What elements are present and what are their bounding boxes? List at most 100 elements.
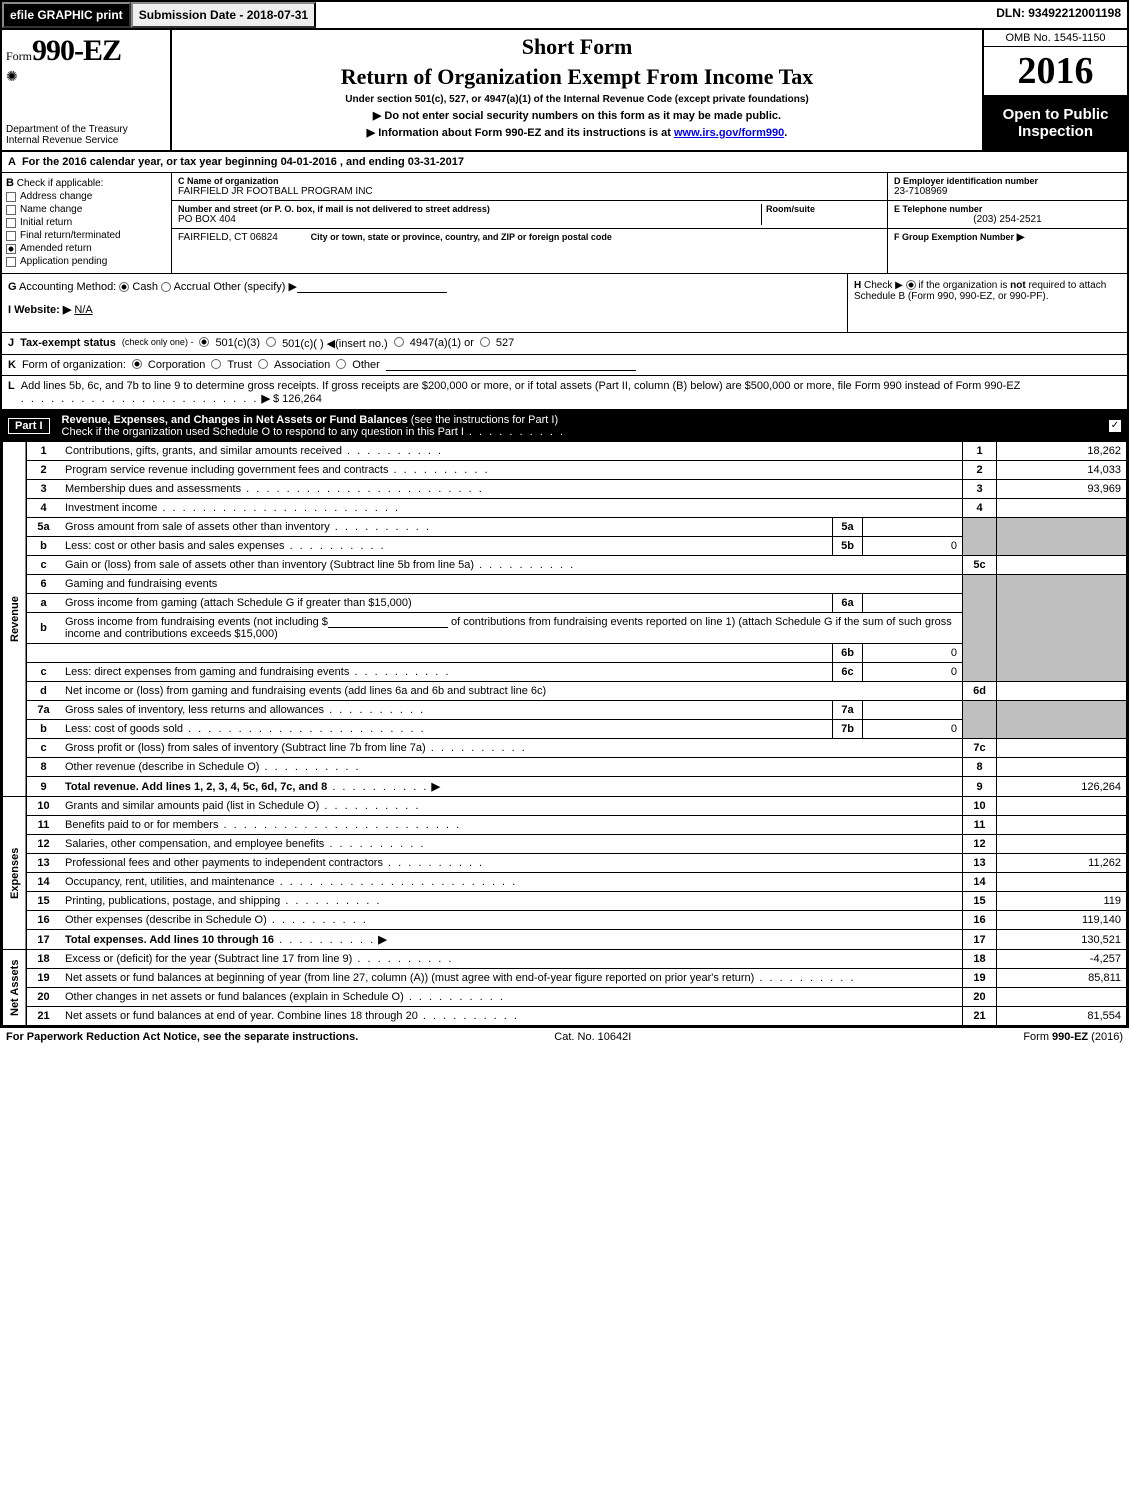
line-value: 85,811 [997,969,1127,988]
line-desc: Salaries, other compensation, and employ… [65,838,324,850]
instruction-1: ▶ Do not enter social security numbers o… [178,109,976,122]
letter-l: L [8,380,15,392]
checkbox-icon [6,205,16,215]
org-name-label: C Name of organization [178,176,881,186]
k-other-blank[interactable] [386,359,636,371]
cb-initial-return[interactable]: Initial return [6,217,167,228]
radio-527[interactable] [480,337,490,347]
line-18: Net Assets 18Excess or (deficit) for the… [3,950,1127,969]
line-3: 3Membership dues and assessments 393,969 [3,480,1127,499]
line-value [997,682,1127,701]
radio-501c[interactable] [266,337,276,347]
g-other-blank[interactable] [297,281,447,293]
radio-cash[interactable] [119,282,129,292]
h-not: not [1010,280,1026,291]
group-exemption-row: F Group Exemption Number ▶ [888,229,1127,246]
dln-number: DLN: 93492212001198 [990,2,1127,28]
line-desc: Investment income [65,502,157,514]
line-k: K Form of organization: Corporation Trus… [2,355,1127,376]
org-name-row: C Name of organization FAIRFIELD JR FOOT… [172,173,887,201]
short-form-title: Short Form [178,34,976,60]
g-other: Other (specify) ▶ [213,281,297,293]
j-opt4: 527 [496,337,514,349]
period-line: A For the 2016 calendar year, or tax yea… [2,152,1127,173]
line-value: 81,554 [997,1007,1127,1026]
cb-label: Final return/terminated [20,230,121,241]
cb-final-return[interactable]: Final return/terminated [6,230,167,241]
line-7c: cGross profit or (loss) from sales of in… [3,739,1127,758]
line-desc: Net assets or fund balances at beginning… [65,972,754,984]
radio-other[interactable] [336,359,346,369]
j-small: (check only one) - [122,337,194,347]
line-desc: Less: direct expenses from gaming and fu… [65,666,349,678]
letter-h: H [854,280,861,291]
form-number: Form990-EZ [6,34,166,68]
period-text: For the 2016 calendar year, or tax year … [22,156,464,168]
line-value: 11,262 [997,854,1127,873]
cb-amended-return[interactable]: Amended return [6,243,167,254]
schedule-o-checkbox[interactable]: ✓ [1109,420,1121,432]
cb-address-change[interactable]: Address change [6,191,167,202]
radio-4947[interactable] [394,337,404,347]
g-accrual: Accrual [174,281,211,293]
line-desc: Gross sales of inventory, less returns a… [65,704,324,716]
radio-corporation[interactable] [132,359,142,369]
header-left: Form990-EZ ✺ Department of the Treasury … [2,30,172,150]
form-subtitle: Under section 501(c), 527, or 4947(a)(1)… [178,94,976,105]
line-15: 15Printing, publications, postage, and s… [3,892,1127,911]
treasury-seal-icon: ✺ [6,68,166,85]
revenue-side-label: Revenue [3,442,27,797]
line-desc: Professional fees and other payments to … [65,857,383,869]
line-l: L Add lines 5b, 6c, and 7b to line 9 to … [2,376,1127,411]
j-opt2: 501(c)( ) ◀(insert no.) [282,337,388,350]
sub-value [863,701,963,720]
checkbox-icon [6,218,16,228]
header-middle: Short Form Return of Organization Exempt… [172,30,982,150]
form-prefix: Form [6,49,32,63]
line-20: 20Other changes in net assets or fund ba… [3,988,1127,1007]
cb-label: Name change [20,204,82,215]
radio-trust[interactable] [211,359,221,369]
group-label: F Group Exemption Number [894,232,1014,242]
city-value: FAIRFIELD, CT 06824 [178,232,278,243]
line-7b: bLess: cost of goods sold 7b0 [3,720,1127,739]
expenses-side-label: Expenses [3,797,27,950]
tax-year: 2016 [984,47,1127,96]
line-6b-blank[interactable] [328,616,448,628]
sub-value [863,518,963,537]
radio-h[interactable] [906,280,916,290]
instruction-2: ▶ Information about Form 990-EZ and its … [178,126,976,139]
section-def: D Employer identification number 23-7108… [887,173,1127,273]
line-6d: dNet income or (loss) from gaming and fu… [3,682,1127,701]
street-value: PO BOX 404 [178,214,761,225]
submission-date: Submission Date - 2018-07-31 [131,2,316,28]
l-amount: $ 126,264 [273,393,322,405]
line-desc: Total expenses. Add lines 10 through 16 [65,934,274,946]
h-text2: if the organization is [918,280,1010,291]
ein-value: 23-7108969 [894,186,1121,197]
radio-association[interactable] [258,359,268,369]
efile-print-button[interactable]: efile GRAPHIC print [2,2,131,28]
line-value [997,988,1127,1007]
letter-j: J [8,337,14,349]
line-17: 17Total expenses. Add lines 10 through 1… [3,930,1127,950]
radio-accrual[interactable] [161,282,171,292]
line-desc: Membership dues and assessments [65,483,241,495]
line-12: 12Salaries, other compensation, and empl… [3,835,1127,854]
cb-name-change[interactable]: Name change [6,204,167,215]
line-desc: Printing, publications, postage, and shi… [65,895,280,907]
line-value: -4,257 [997,950,1127,969]
cb-application-pending[interactable]: Application pending [6,256,167,267]
ein-label: D Employer identification number [894,176,1121,186]
sub-value [863,594,963,613]
dept-line1: Department of the Treasury [6,124,166,135]
checkbox-icon [6,231,16,241]
radio-501c3[interactable] [199,337,209,347]
line-desc: Net income or (loss) from gaming and fun… [65,685,546,697]
treasury-dept: Department of the Treasury Internal Reve… [6,124,166,146]
footer-form-prefix: Form [1023,1031,1052,1043]
letter-i: I [8,304,11,316]
line-value: 18,262 [997,442,1127,461]
irs-link[interactable]: www.irs.gov/form990 [674,127,784,139]
header-right: OMB No. 1545-1150 2016 Open to Public In… [982,30,1127,150]
